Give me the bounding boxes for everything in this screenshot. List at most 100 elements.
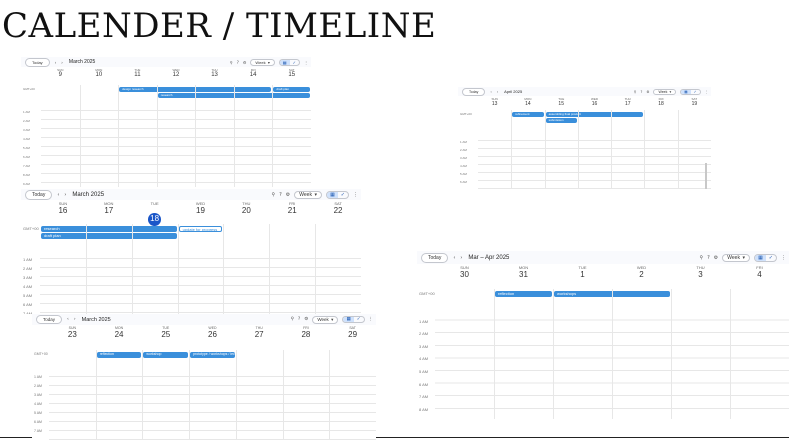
day-header[interactable]: FRI 14 xyxy=(234,68,273,80)
day-number[interactable]: 3 xyxy=(698,270,703,279)
day-header[interactable]: THU 17 xyxy=(611,97,644,108)
event-chip[interactable]: reflection xyxy=(495,291,552,297)
view-toggle[interactable]: ▦ ✓ xyxy=(278,58,300,66)
today-button[interactable]: Today xyxy=(25,57,50,67)
grid-icon[interactable]: ⋮ xyxy=(353,191,358,198)
view-select[interactable]: Week ▾ xyxy=(722,253,751,262)
chevron-left-icon[interactable]: ‹ xyxy=(54,59,57,65)
day-number[interactable]: 31 xyxy=(519,270,528,279)
help-icon[interactable]: ? xyxy=(640,89,643,94)
event-chip[interactable]: submission xyxy=(545,118,577,123)
day-number[interactable]: 17 xyxy=(104,206,114,215)
today-button[interactable]: Today xyxy=(25,189,53,200)
day-header[interactable]: MON 31 xyxy=(494,265,553,280)
help-icon[interactable]: ? xyxy=(297,317,301,322)
day-header[interactable]: FRI 18 xyxy=(644,97,677,108)
view-toggle[interactable]: ▦ ✓ xyxy=(680,88,701,95)
day-header[interactable]: SUN 23 xyxy=(49,326,96,340)
gear-icon[interactable]: ⚙ xyxy=(304,317,309,322)
event-chip[interactable]: workshop xyxy=(143,352,189,358)
chevron-right-icon[interactable]: › xyxy=(64,191,67,198)
day-header[interactable]: SUN 16 xyxy=(40,201,86,216)
day-number[interactable]: 14 xyxy=(249,72,257,78)
search-icon[interactable]: ⚲ xyxy=(290,317,294,322)
view-toggle[interactable]: ▦ ✓ xyxy=(326,190,349,199)
day-number[interactable]: 28 xyxy=(301,330,311,339)
day-header[interactable]: TUE 25 xyxy=(142,326,189,340)
calendar-icon[interactable]: ▦ xyxy=(279,59,290,65)
day-number[interactable]: 25 xyxy=(161,330,171,339)
chevron-left-icon[interactable]: ‹ xyxy=(67,317,69,322)
day-header[interactable]: SAT 22 xyxy=(315,201,361,216)
day-number[interactable]: 1 xyxy=(580,270,585,279)
day-header[interactable]: MON 24 xyxy=(96,326,143,340)
day-number[interactable]: 23 xyxy=(67,330,77,339)
view-toggle[interactable]: ▦ ✓ xyxy=(342,316,365,323)
day-header[interactable]: SAT 15 xyxy=(272,68,311,80)
chevron-right-icon[interactable]: › xyxy=(61,59,63,65)
day-header[interactable]: THU 27 xyxy=(236,326,283,340)
search-icon[interactable]: ⚲ xyxy=(229,59,233,65)
gear-icon[interactable]: ⚙ xyxy=(285,191,291,198)
day-header[interactable]: WED 12 xyxy=(157,68,196,80)
today-button[interactable]: Today xyxy=(421,252,449,263)
day-number[interactable]: 30 xyxy=(460,270,469,279)
today-button[interactable]: Today xyxy=(36,315,63,324)
event-chip[interactable]: draft plan xyxy=(41,233,177,239)
gear-icon[interactable]: ⚙ xyxy=(242,59,247,65)
search-icon[interactable]: ⚲ xyxy=(271,191,276,198)
view-select[interactable]: Week ▾ xyxy=(250,58,275,66)
day-header[interactable]: TUE 15 xyxy=(545,97,578,108)
day-header[interactable]: SUN 30 xyxy=(435,265,494,280)
day-number[interactable]: 26 xyxy=(208,330,217,339)
chevron-right-icon[interactable]: › xyxy=(460,254,463,261)
chevron-left-icon[interactable]: ‹ xyxy=(490,89,492,94)
day-header[interactable]: FRI 28 xyxy=(283,326,330,340)
day-header[interactable]: THU 20 xyxy=(223,201,269,216)
day-number[interactable]: 11 xyxy=(134,72,141,78)
day-header[interactable]: WED 19 xyxy=(178,201,224,216)
day-number[interactable]: 4 xyxy=(757,270,762,279)
day-number[interactable]: 19 xyxy=(196,206,205,215)
day-header[interactable]: SAT 19 xyxy=(678,97,711,108)
event-chip[interactable]: assembling final product xyxy=(545,112,644,117)
event-chip[interactable]: draft plan xyxy=(273,87,310,92)
day-number[interactable]: 22 xyxy=(333,206,343,215)
scrollbar[interactable] xyxy=(705,163,707,189)
gear-icon[interactable]: ⚙ xyxy=(713,254,719,261)
chevron-left-icon[interactable]: ‹ xyxy=(57,191,60,198)
today-button[interactable]: Today xyxy=(462,87,486,96)
day-header[interactable]: FRI 21 xyxy=(269,201,315,216)
day-number[interactable]: 2 xyxy=(639,270,644,279)
day-header[interactable]: MON 14 xyxy=(511,97,544,108)
day-number[interactable]: 16 xyxy=(591,101,598,107)
day-header[interactable]: TUE 1 xyxy=(553,265,612,280)
day-number[interactable]: 12 xyxy=(172,72,180,78)
event-chip[interactable]: reflection xyxy=(96,352,142,358)
day-header[interactable]: THU 3 xyxy=(671,265,730,280)
event-chip[interactable]: research xyxy=(41,226,177,232)
grid-icon[interactable]: ⋮ xyxy=(781,254,786,261)
day-header[interactable]: SUN 9 xyxy=(41,68,80,80)
view-select[interactable]: Week ▾ xyxy=(653,88,677,95)
day-number[interactable]: 16 xyxy=(58,206,68,215)
grid-icon[interactable]: ⋮ xyxy=(304,59,308,65)
check-icon[interactable]: ✓ xyxy=(768,254,773,261)
day-number[interactable]: 9 xyxy=(58,72,62,78)
day-number[interactable]: 21 xyxy=(287,206,297,215)
day-number[interactable]: 15 xyxy=(558,101,564,107)
day-number[interactable]: 18 xyxy=(148,213,162,226)
calendar-icon[interactable]: ▦ xyxy=(681,89,691,94)
event-chip[interactable]: prototype / workshops / lecture xyxy=(190,352,235,358)
calendar-icon[interactable]: ▦ xyxy=(327,191,338,198)
day-header[interactable]: WED 16 xyxy=(578,97,611,108)
grid-icon[interactable]: ⋮ xyxy=(704,89,709,94)
check-icon[interactable]: ✓ xyxy=(292,59,296,65)
day-number[interactable]: 17 xyxy=(625,101,631,107)
day-header[interactable]: THU 13 xyxy=(195,68,234,80)
day-number[interactable]: 20 xyxy=(241,206,251,215)
day-header[interactable]: WED 26 xyxy=(189,326,236,340)
calendar-icon[interactable]: ▦ xyxy=(755,254,766,261)
day-number[interactable]: 24 xyxy=(114,330,124,339)
day-number[interactable]: 10 xyxy=(95,72,103,78)
